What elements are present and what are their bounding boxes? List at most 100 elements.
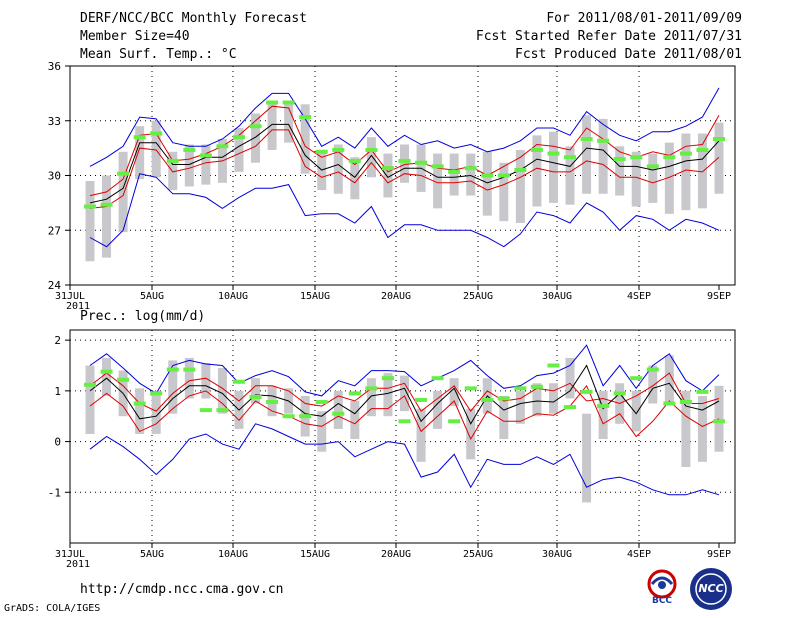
observed-mark [597, 404, 610, 409]
y-tick-label: 24 [48, 279, 62, 292]
bcc-logo-text: BCC [651, 596, 673, 606]
series-line-max [89, 87, 720, 167]
observed-mark [266, 400, 279, 405]
observed-mark [448, 169, 461, 174]
y-tick-label: 30 [48, 170, 61, 183]
observed-mark [630, 376, 643, 381]
ncc-logo: NCC [688, 566, 734, 612]
observed-mark [315, 400, 328, 405]
x-tick-label: 5AUG [140, 291, 164, 302]
observed-mark [415, 160, 428, 165]
observed-mark [117, 171, 130, 176]
range-bar [466, 408, 476, 460]
range-bar [598, 390, 608, 440]
observed-mark [150, 391, 163, 396]
observed-mark [646, 164, 659, 169]
observed-mark [216, 408, 229, 413]
range-bar [317, 151, 327, 191]
observed-mark [564, 405, 577, 410]
observed-mark [183, 367, 196, 372]
range-bar [251, 113, 261, 163]
range-bar [118, 151, 128, 233]
observed-mark [431, 376, 444, 381]
y-tick-label: 33 [48, 115, 61, 128]
range-bar [366, 137, 376, 178]
member-size: Member Size=40 [80, 29, 190, 44]
observed-mark [696, 147, 709, 152]
series-line-min [89, 173, 720, 248]
observed-mark [663, 401, 676, 406]
observed-mark [530, 147, 543, 152]
series-line-max [89, 344, 720, 397]
y-tick-label: 27 [48, 224, 61, 237]
x-tick-label: 31JUL [55, 549, 85, 560]
precip-label: Prec.: log(mm/d) [80, 309, 206, 324]
observed-mark [332, 411, 345, 416]
series-line-upper [89, 372, 720, 412]
y-tick-label: -1 [48, 486, 61, 499]
observed-mark [431, 164, 444, 169]
range-bar [151, 390, 161, 434]
observed-mark [580, 389, 593, 394]
range-bar [615, 146, 625, 196]
range-bar [267, 102, 277, 150]
observed-mark [464, 386, 477, 391]
x-tick-label: 9SEP [707, 291, 731, 302]
observed-mark [547, 363, 560, 368]
range-bar [317, 411, 327, 452]
series-line-upper [89, 105, 720, 197]
observed-mark [713, 137, 725, 141]
x-tick-label: 10AUG [218, 549, 248, 560]
range-bar [714, 385, 724, 452]
x-tick-label: 20AUG [381, 291, 411, 302]
range-bar [598, 118, 608, 194]
footer-url[interactable]: http://cmdp.ncc.cma.gov.cn [80, 582, 284, 597]
observed-mark [365, 386, 378, 391]
range-bar [499, 162, 509, 222]
ncc-logo-text: NCC [698, 582, 724, 595]
observed-mark [282, 414, 295, 419]
observed-mark [232, 379, 245, 384]
observed-mark [679, 400, 692, 405]
range-bar [466, 153, 476, 196]
range-bar [350, 401, 360, 440]
series-line-lower [89, 129, 720, 209]
observed-mark [696, 389, 709, 394]
variable-label: Mean Surf. Temp.: °C [80, 47, 237, 62]
range-bar [532, 383, 542, 417]
observed-mark [580, 137, 593, 141]
range-bar [201, 362, 211, 399]
observed-mark [630, 155, 643, 160]
observed-mark [514, 386, 527, 391]
range-bar [400, 144, 409, 183]
range-bar [102, 175, 112, 258]
observed-mark [381, 166, 394, 171]
x-tick-label: 30AUG [542, 549, 572, 560]
y-tick-label: 0 [54, 436, 61, 449]
range-bar [333, 390, 343, 429]
observed-mark [84, 204, 96, 209]
range-bar [201, 144, 211, 185]
range-bar [681, 133, 691, 211]
range-bar [565, 146, 575, 205]
observed-mark [497, 396, 510, 401]
observed-mark [100, 369, 113, 374]
y-tick-label: 2 [54, 334, 61, 347]
observed-mark [381, 376, 394, 381]
observed-mark [249, 124, 262, 129]
range-bar [350, 157, 360, 200]
range-bar [433, 390, 443, 429]
observed-mark [282, 100, 295, 105]
range-bar [151, 120, 161, 178]
observed-mark [299, 115, 312, 120]
produced-date: Fcst Produced Date 2011/08/01 [515, 47, 742, 62]
observed-mark [613, 391, 626, 396]
range-bar [300, 104, 310, 174]
range-bar [366, 378, 376, 417]
range-bar [217, 368, 227, 414]
observed-mark [166, 367, 179, 372]
y-tick-label: 1 [54, 385, 61, 398]
plot-frame [69, 329, 736, 544]
forecast-period: For 2011/08/01-2011/09/09 [546, 11, 742, 26]
range-bar [697, 395, 707, 462]
